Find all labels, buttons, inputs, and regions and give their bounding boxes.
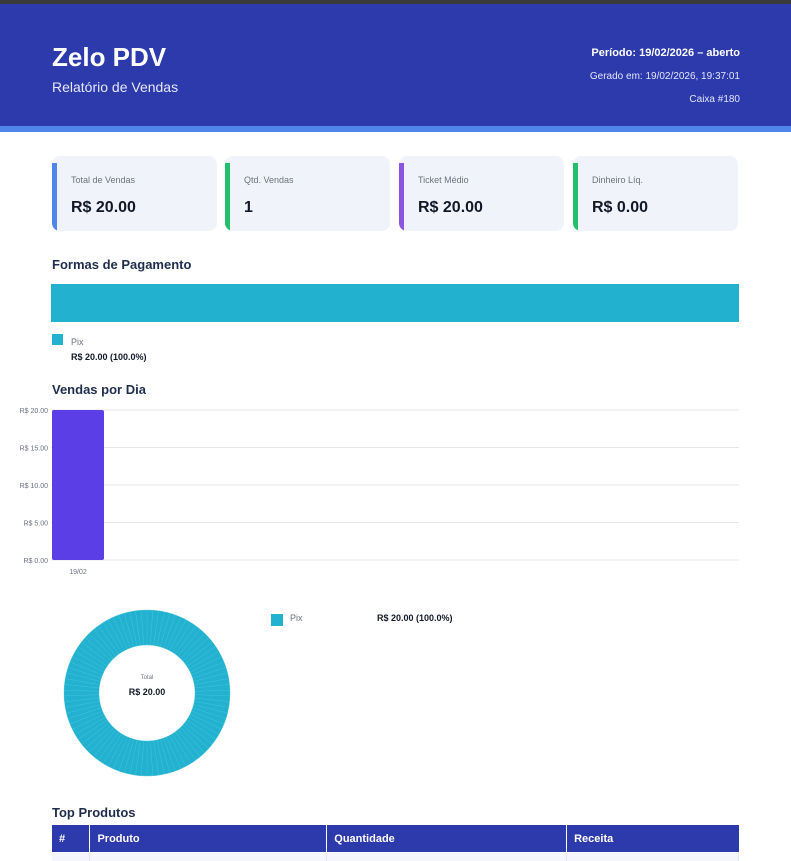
donut-legend-value-pix: R$ 20.00 (100.0%) (377, 613, 453, 623)
card-accent-bar (225, 163, 230, 231)
payment-bar-pix (51, 284, 739, 322)
app-title: Zelo PDV (52, 42, 167, 72)
payment-donut-chart: Total R$ 20.00 (63, 609, 231, 777)
top-products-table: # Produto Quantidade Receita (52, 824, 739, 861)
donut-center-value: R$ 20.00 (129, 687, 166, 697)
column-header-product: Produto (89, 824, 328, 853)
y-tick-label: R$ 20.00 (20, 408, 49, 415)
donut-slice-pix (141, 609, 148, 646)
card-value: R$ 0.00 (592, 199, 649, 216)
card-accent-bar (399, 163, 404, 231)
card-total-sales: Total de Vendas R$ 20.00 (52, 156, 217, 231)
table-header-row: # Produto Quantidade Receita (52, 824, 739, 853)
card-average-ticket: Ticket Médio R$ 20.00 (399, 156, 564, 231)
report-header: Zelo PDV Relatório de Vendas Período: 19… (0, 4, 791, 126)
card-label: Qtd. Vendas (244, 175, 294, 185)
cash-register-id: Caixa #180 (689, 94, 740, 105)
bar-19-02 (52, 410, 104, 560)
card-value: R$ 20.00 (71, 199, 136, 216)
legend-label-pix: Pix (71, 337, 84, 347)
report-period: Período: 19/02/2026 – aberto (591, 47, 740, 59)
top-products-title: Top Produtos (52, 805, 136, 820)
daily-sales-chart: R$ 20.00 R$ 15.00 R$ 10.00 R$ 5.00 R$ 0.00 19… (20, 408, 739, 576)
card-label: Dinheiro Líq. (592, 175, 644, 185)
payment-methods-title: Formas de Pagamento (52, 257, 192, 272)
y-tick-label: R$ 0.00 (23, 558, 48, 565)
column-header-quantity: Quantidade (326, 824, 568, 853)
card-value: R$ 20.00 (418, 199, 483, 216)
report-generated-at: Gerado em: 19/02/2026, 19:37:01 (589, 71, 740, 82)
card-value: 1 (244, 199, 253, 216)
daily-sales-title: Vendas por Dia (52, 382, 146, 397)
y-tick-label: R$ 10.00 (20, 483, 49, 490)
window-top-border (0, 0, 791, 4)
card-accent-bar (573, 163, 578, 231)
donut-legend-swatch-pix (271, 614, 283, 626)
card-net-cash: Dinheiro Líq. R$ 0.00 (573, 156, 738, 231)
donut-center-label: Total (141, 675, 154, 681)
card-label: Total de Vendas (71, 175, 136, 185)
report-subtitle: Relatório de Vendas (52, 79, 179, 95)
column-header-revenue: Receita (566, 824, 739, 853)
table-row (52, 852, 739, 861)
donut-legend-label-pix: Pix (290, 613, 303, 623)
card-accent-bar (52, 163, 57, 231)
column-header-rank: # (52, 824, 91, 853)
x-tick-label: 19/02 (69, 569, 87, 576)
card-sales-count: Qtd. Vendas 1 (225, 156, 390, 231)
y-tick-label: R$ 15.00 (20, 446, 49, 453)
legend-swatch-pix (52, 334, 63, 345)
legend-value-pix: R$ 20.00 (100.0%) (71, 352, 147, 362)
card-label: Ticket Médio (418, 175, 469, 185)
header-accent-stripe (0, 126, 791, 132)
y-tick-label: R$ 5.00 (23, 521, 48, 528)
